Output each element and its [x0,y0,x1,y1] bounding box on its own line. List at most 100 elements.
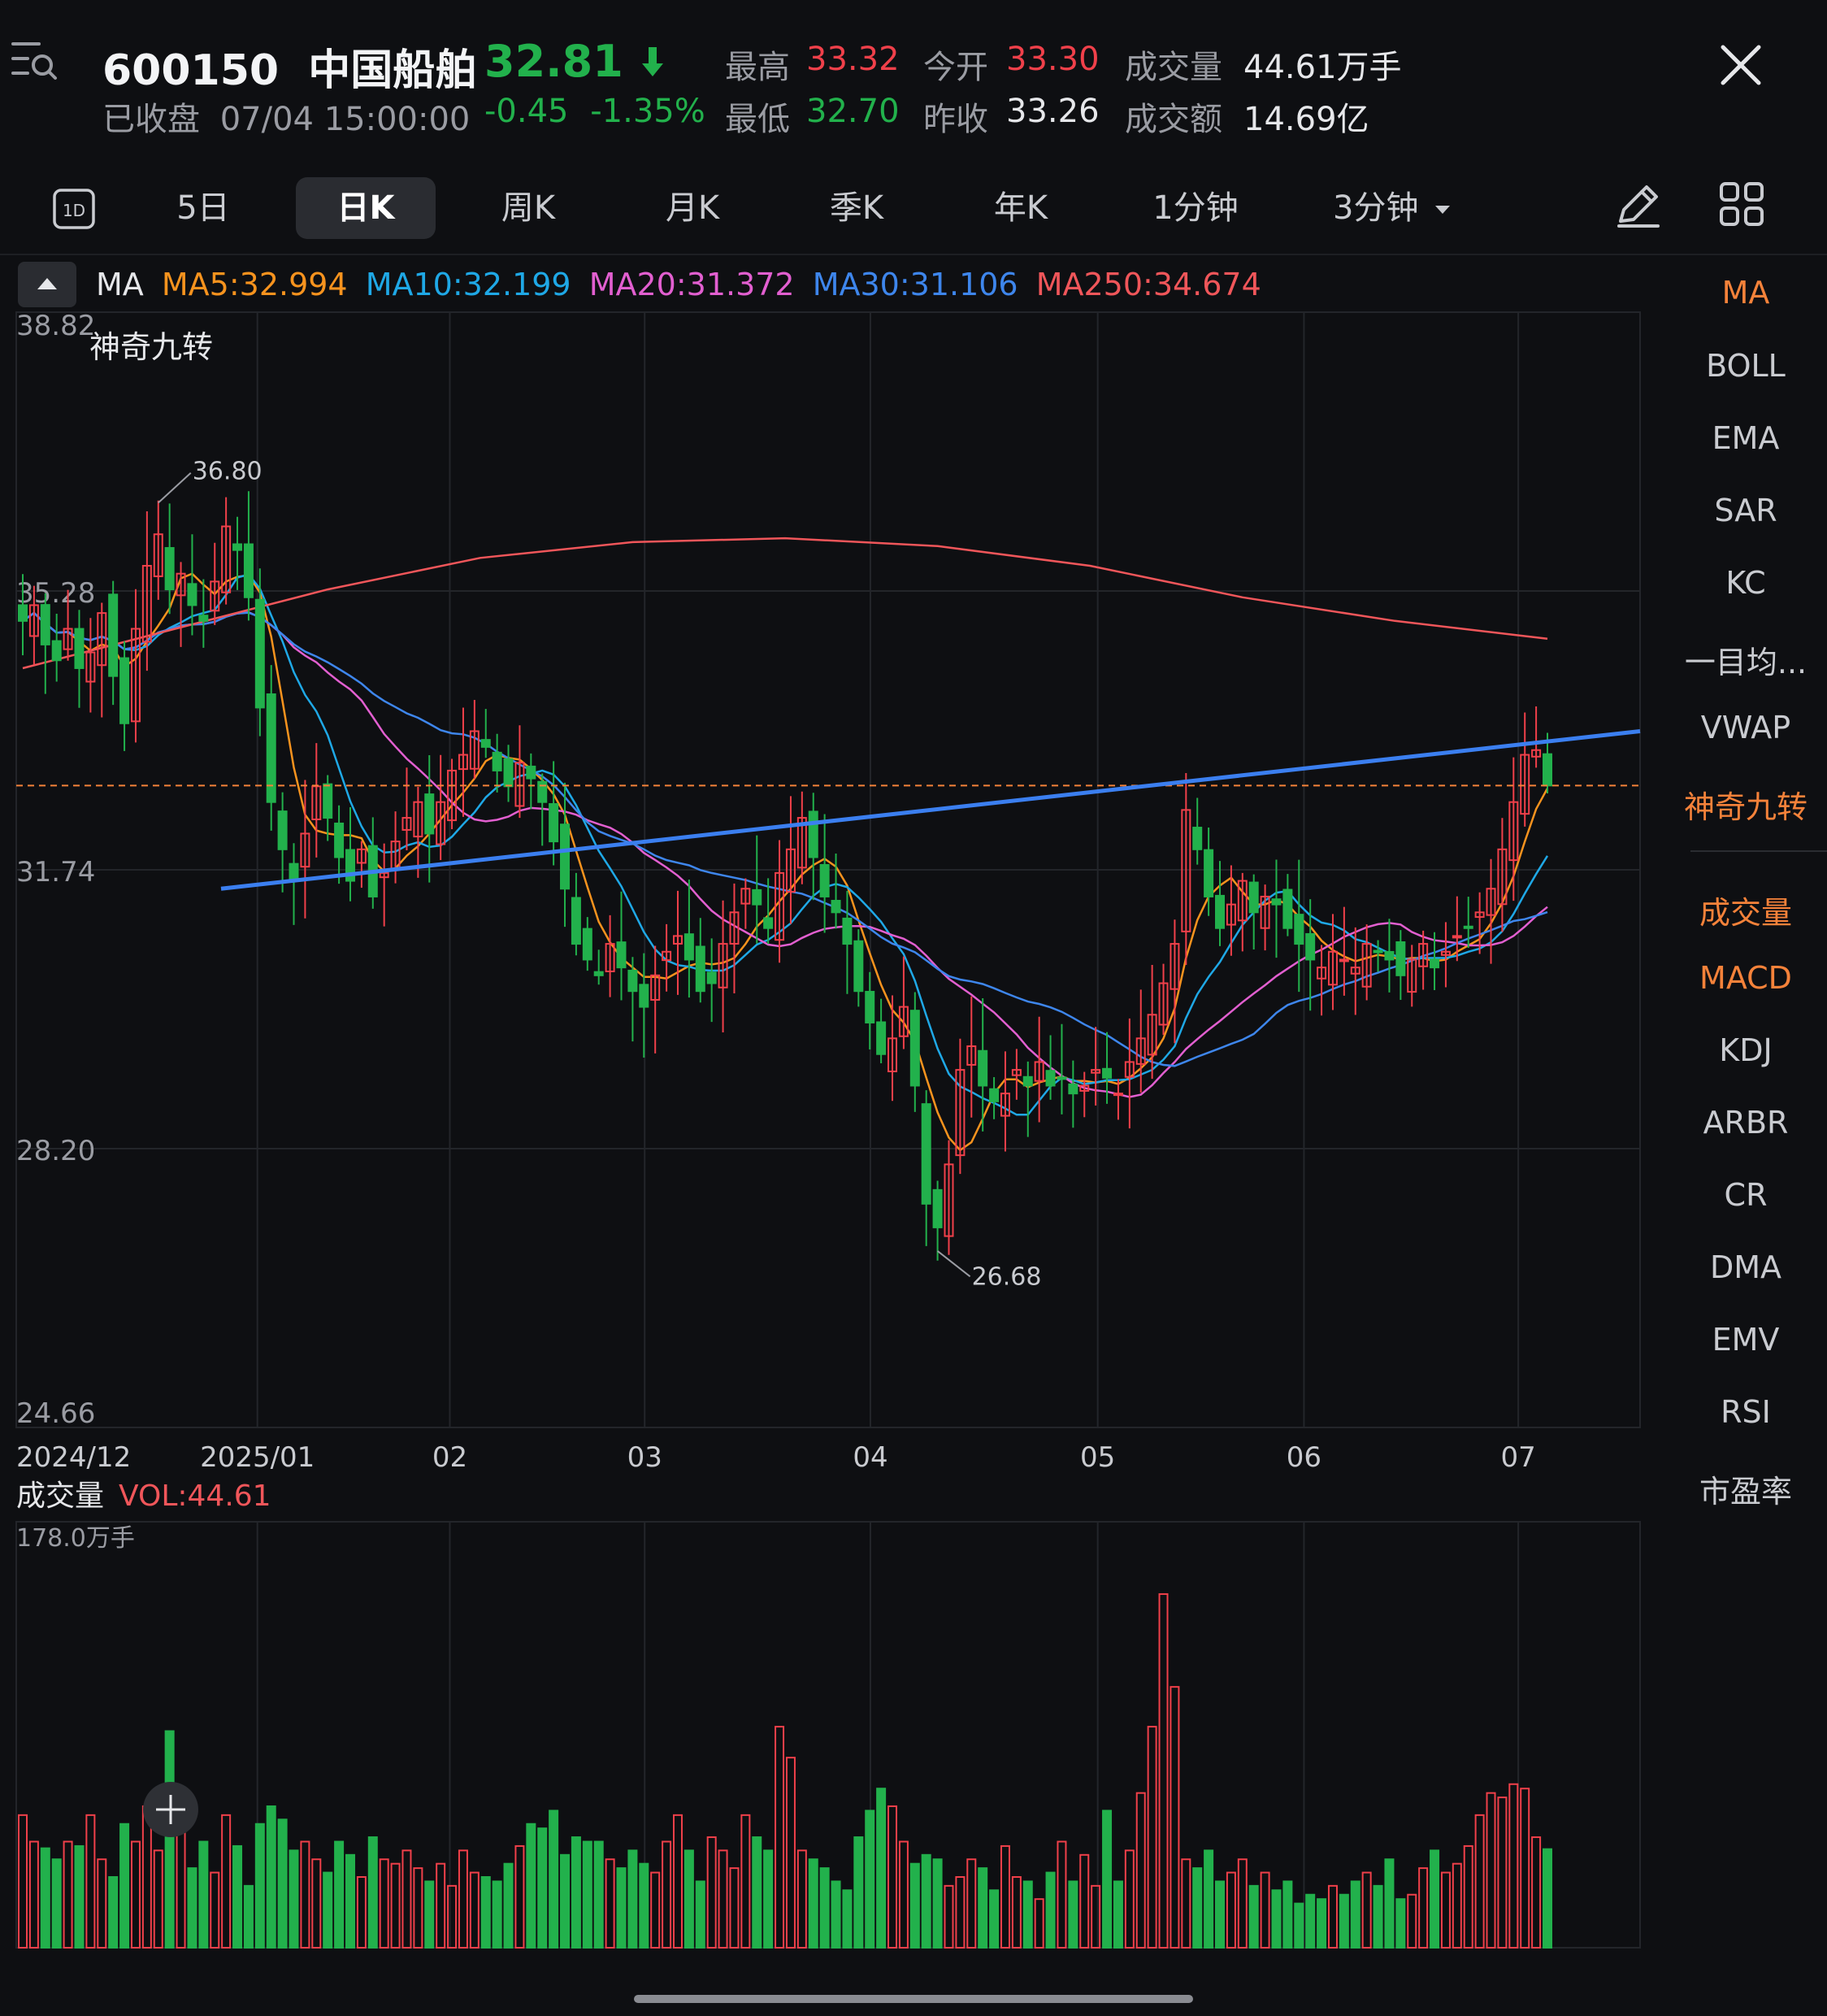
volume-bar [672,1814,683,1949]
candle-body [672,935,683,945]
grid-layout-icon[interactable] [1716,179,1768,231]
volume-bar [955,1875,966,1949]
volume-bar [1204,1849,1214,1949]
volume-bar [503,1862,514,1949]
side-ema[interactable]: EMA [1712,420,1780,456]
home-indicator[interactable] [634,1995,1193,2003]
side-vwap[interactable]: VWAP [1700,710,1791,745]
candle-body [1057,1076,1067,1080]
tab-3min[interactable]: 3分钟 [1333,177,1471,239]
candle-body [1079,1084,1090,1092]
chart-overlay: 36.80 26.68 [16,458,1641,1291]
stock-title: 600150 中国船舶 [102,36,477,97]
candle-body [1135,1037,1146,1065]
volume-bar [1260,1871,1270,1949]
candle-body [74,628,85,669]
candle-body [176,572,186,597]
candle-body [1000,1093,1010,1117]
volume-bar [198,1840,209,1949]
chart-grid [15,311,1641,1948]
candle-body [424,793,435,835]
date-label: 07 [1501,1441,1536,1474]
close-icon[interactable] [1716,41,1765,89]
candle-body [153,533,163,577]
side-nine-turn[interactable]: 神奇九转 [1683,789,1807,825]
volume-bar [932,1858,943,1949]
side-emv[interactable]: EMV [1712,1322,1780,1358]
volume-bar [966,1858,977,1949]
volume-bar [526,1823,536,1949]
side-pe-ratio[interactable]: 市盈率 [1699,1474,1792,1510]
ma250-line [22,537,1548,670]
volume-bar [447,1884,458,1949]
volume-bar [1170,1686,1180,1949]
side-kdj[interactable]: KDJ [1719,1032,1773,1068]
volume-bar [367,1836,378,1949]
menu-search-icon[interactable] [11,39,59,81]
volume-bar [413,1867,423,1949]
side-volume[interactable]: 成交量 [1699,895,1792,931]
side-arbr[interactable]: ARBR [1703,1105,1789,1141]
volume-bar [424,1880,435,1949]
ma30-line [22,611,1548,1067]
candle-body [323,783,333,819]
tab-year-k[interactable]: 年K [993,189,1048,227]
volume-bar [683,1849,694,1949]
ma30-value: MA30:31.106 [812,267,1018,302]
side-boll[interactable]: BOLL [1706,348,1786,384]
tab-quarter-k[interactable]: 季K [829,189,884,227]
candle-body [1407,958,1417,993]
tab-5d[interactable]: 5日 [176,189,230,227]
candle-body [796,817,807,869]
candle-body [1384,950,1395,961]
stat-volume-value: 44.61万手 [1243,49,1402,86]
crosshair-button[interactable] [143,1782,198,1837]
side-ma[interactable]: MA [1721,275,1770,311]
candle-body [243,543,254,598]
volume-bar [1215,1880,1226,1949]
volume-bar [887,1805,898,1949]
candle-body [458,754,468,771]
side-cr[interactable]: CR [1724,1177,1768,1213]
side-macd[interactable]: MACD [1699,960,1792,996]
date-label: 04 [853,1441,887,1474]
candle-body [865,990,875,1023]
tab-month-k[interactable]: 月K [665,189,720,227]
candle-body [752,889,762,906]
collapse-legend-button[interactable] [18,262,76,307]
candle-body [1011,1069,1022,1076]
candle-body [718,943,728,988]
candle-body [63,628,73,650]
ma-legend: MA MA5:32.994 MA10:32.199 MA20:31.372 MA… [96,267,1261,302]
candle-body [616,941,627,969]
ma20-value: MA20:31.372 [588,267,795,302]
candle-body [469,730,480,770]
price-label: 28.20 [16,1135,95,1167]
period-tabs: 1D 5日 日K 周K 月K 季K 年K 1分钟 3分钟 [0,163,1827,244]
kline-chart[interactable]: 38.82 35.28 31.74 28.20 24.66 2024/12 2025/01… [0,301,1658,1967]
tab-day-k[interactable]: 日K [296,177,436,239]
candle-body [130,628,141,723]
arrow-down-icon [641,47,663,76]
candle-body [40,604,50,645]
side-sar[interactable]: SAR [1714,493,1777,528]
candle-body [401,817,412,831]
volume-bar [74,1844,85,1949]
volume-bar [1440,1871,1451,1949]
side-ichimoku[interactable]: 一目均... [1684,645,1807,680]
candle-body [254,598,265,709]
stat-high-label: 最高 [725,49,790,86]
volume-bar [187,1867,197,1949]
tab-week-k[interactable]: 周K [501,189,556,227]
tab-1min[interactable]: 1分钟 [1152,189,1239,227]
stat-prevclose-label: 昨收 [923,101,988,138]
pencil-draw-icon[interactable] [1612,179,1664,231]
candle-body [1474,911,1485,919]
volume-bar [243,1884,254,1949]
side-dma[interactable]: DMA [1709,1249,1782,1285]
volume-bar [119,1823,130,1949]
tab-1d[interactable]: 1D [49,177,99,239]
side-rsi[interactable]: RSI [1721,1394,1771,1430]
candle-body [1226,903,1236,926]
side-kc[interactable]: KC [1725,565,1766,601]
